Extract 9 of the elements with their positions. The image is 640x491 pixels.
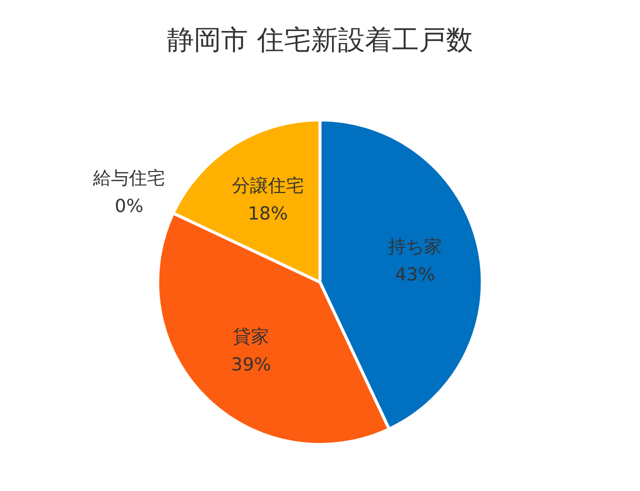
data-label: 18% [248,204,288,225]
text: 0% [114,196,144,218]
slice-label: 分譲住宅 [232,176,304,197]
slice-label: 持ち家 [388,236,442,258]
data-label: 43% [395,264,436,286]
slice-label: 貸家 [233,326,270,348]
category-label: 給与住宅 [93,168,166,190]
chart-title: 静岡市 住宅新設着工戸数 [167,25,473,56]
data-label: 39% [231,354,272,376]
